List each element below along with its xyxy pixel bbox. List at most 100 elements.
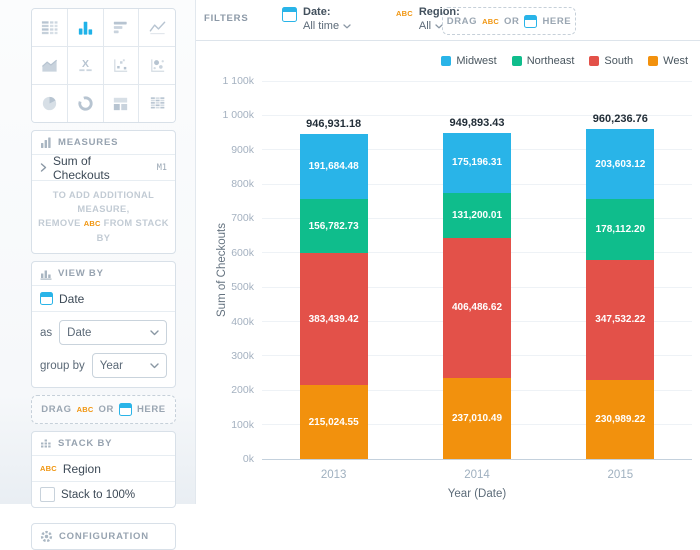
chart-type-bubble-chart[interactable]	[139, 47, 175, 85]
abc-icon: ABC	[396, 9, 413, 18]
measure-badge: M1	[156, 162, 167, 173]
plot-area: 946,931.18 191,684.48 156,782.73 383,439.42…	[262, 80, 692, 460]
x-tick-label: 2014	[464, 469, 490, 481]
y-tick-label: 0k	[242, 453, 254, 465]
measures-icon	[40, 137, 52, 149]
bar-segment-northeast[interactable]: 131,200.01	[443, 192, 511, 238]
area-chart-icon	[40, 56, 59, 75]
measure-item[interactable]: Sum of Checkouts M1	[32, 153, 175, 182]
measures-note: TO ADD ADDITIONAL MEASURE, REMOVE ABC FR…	[32, 180, 175, 253]
chart-type-line-chart[interactable]	[139, 9, 175, 47]
configuration-header[interactable]: CONFIGURATION	[32, 524, 175, 549]
segment-value: 131,200.01	[451, 209, 503, 221]
chart-type-donut-chart[interactable]	[67, 85, 104, 122]
bar-chart-icon	[76, 18, 95, 37]
chart-region: Midwest Northeast South West Sum of Checkou…	[196, 41, 700, 504]
bar-2015[interactable]: 960,236.76 203,603.12 178,112.20 347,532.22…	[586, 113, 655, 459]
bubble-chart-icon	[148, 56, 167, 75]
bar-2014[interactable]: 949,893.43 175,196.31 131,200.01 406,486.62…	[443, 117, 511, 459]
y-tick-label: 800k	[231, 178, 254, 191]
configuration-panel: CONFIGURATION	[31, 523, 176, 550]
legend: Midwest Northeast South West	[441, 55, 688, 67]
dropzone-or-label: OR	[98, 404, 114, 415]
segment-value: 175,196.31	[451, 157, 503, 169]
bar-segment-south[interactable]: 347,532.22	[586, 260, 655, 380]
y-tick-label: 400k	[231, 315, 254, 328]
legend-item-midwest[interactable]: Midwest	[441, 55, 497, 67]
chart-type-area-chart[interactable]	[32, 47, 68, 85]
view-by-title: VIEW BY	[58, 268, 104, 279]
y-tick-label: 1 000k	[222, 109, 254, 122]
y-tick-label: 100k	[231, 418, 254, 431]
region-filter[interactable]: ABC Region: All	[396, 6, 460, 33]
chart-type-pie-chart[interactable]	[32, 85, 68, 122]
bar-segment-south[interactable]: 383,439.42	[299, 253, 368, 386]
abc-icon: ABC	[40, 464, 57, 473]
bar-total: 949,893.43	[449, 116, 505, 129]
segment-value: 156,782.73	[308, 220, 359, 232]
view-by-icon	[40, 268, 52, 280]
x-label-chart-icon: X	[76, 56, 95, 75]
stack-to-100-row: Stack to 100%	[32, 481, 175, 507]
filters-dropzone[interactable]: DRAG ABC OR HERE	[442, 7, 576, 35]
legend-item-west[interactable]: West	[648, 55, 688, 67]
stack-to-100-checkbox[interactable]	[40, 487, 55, 502]
bar-segment-west[interactable]: 215,024.55	[299, 385, 368, 459]
legend-item-south[interactable]: South	[589, 55, 633, 67]
bar-2013[interactable]: 946,931.18 191,684.48 156,782.73 383,439.42…	[299, 118, 368, 459]
legend-item-northeast[interactable]: Northeast	[511, 55, 575, 67]
date-filter[interactable]: Date: All time	[282, 6, 351, 33]
dropzone-or-label: OR	[503, 15, 520, 27]
calendar-icon	[40, 292, 53, 305]
bar-segment-midwest[interactable]: 175,196.31	[443, 132, 511, 193]
legend-label: Midwest	[456, 55, 497, 67]
as-select-value: Date	[67, 326, 92, 339]
chart-type-treemap[interactable]	[103, 85, 140, 122]
chevron-down-icon	[435, 23, 443, 29]
bar-segment-south[interactable]: 406,486.62	[443, 237, 511, 378]
chart-type-x-label-chart[interactable]: X	[67, 47, 104, 85]
group-by-label: group by	[40, 359, 85, 372]
region-filter-value: All	[418, 20, 432, 32]
scatter-plot-icon	[111, 56, 130, 75]
as-select[interactable]: Date	[59, 320, 167, 345]
legend-label: South	[604, 55, 634, 67]
stack-to-100-label: Stack to 100%	[61, 488, 136, 501]
chart-type-bar-chart[interactable]	[67, 9, 104, 47]
date-filter-value: All time	[303, 20, 340, 32]
y-tick-label: 1 100k	[222, 75, 254, 87]
chevron-down-icon	[343, 23, 351, 29]
view-by-panel: VIEW BY Date as Date group by	[31, 261, 176, 388]
bar-segment-west[interactable]: 230,989.22	[586, 379, 655, 459]
chart-type-scatter-plot[interactable]	[103, 47, 140, 85]
segment-value: 237,010.49	[451, 412, 503, 424]
chart-type-picker: X	[31, 8, 176, 123]
calendar-icon	[524, 14, 538, 28]
view-by-dropzone[interactable]: DRAG ABC OR HERE	[31, 395, 176, 424]
as-label: as	[40, 326, 53, 339]
region-filter-name: Region:	[418, 6, 460, 18]
stack-by-field[interactable]: ABC Region	[32, 455, 175, 481]
donut-chart-icon	[76, 94, 95, 113]
bar-segment-west[interactable]: 237,010.49	[443, 377, 511, 459]
chart-type-pivot-table[interactable]	[139, 85, 175, 122]
horizontal-bar-chart-icon	[111, 18, 130, 37]
bar-segment-midwest[interactable]: 191,684.48	[299, 133, 368, 200]
filter-bar: FILTERS Date: All time ABC Region:	[196, 0, 700, 41]
y-tick-label: 700k	[231, 212, 254, 225]
view-by-field[interactable]: Date	[32, 285, 175, 311]
bar-segment-northeast[interactable]: 178,112.20	[586, 198, 655, 261]
x-axis-title: Year (Date)	[447, 488, 507, 500]
chart-type-data-table[interactable]	[32, 9, 68, 47]
group-by-select[interactable]: Year	[91, 353, 167, 378]
segment-value: 203,603.12	[595, 158, 646, 170]
measure-label: Sum of Checkouts	[53, 153, 110, 182]
bar-segment-midwest[interactable]: 203,603.12	[586, 129, 655, 199]
view-by-field-label: Date	[59, 291, 85, 306]
chevron-down-icon	[150, 362, 159, 369]
chart-type-horizontal-bar-chart[interactable]	[103, 9, 140, 47]
stack-by-panel: STACK BY ABC Region Stack to 100%	[31, 431, 176, 508]
bar-total: 946,931.18	[306, 117, 362, 130]
bar-segment-northeast[interactable]: 156,782.73	[299, 199, 368, 254]
legend-label: Northeast	[526, 55, 575, 67]
